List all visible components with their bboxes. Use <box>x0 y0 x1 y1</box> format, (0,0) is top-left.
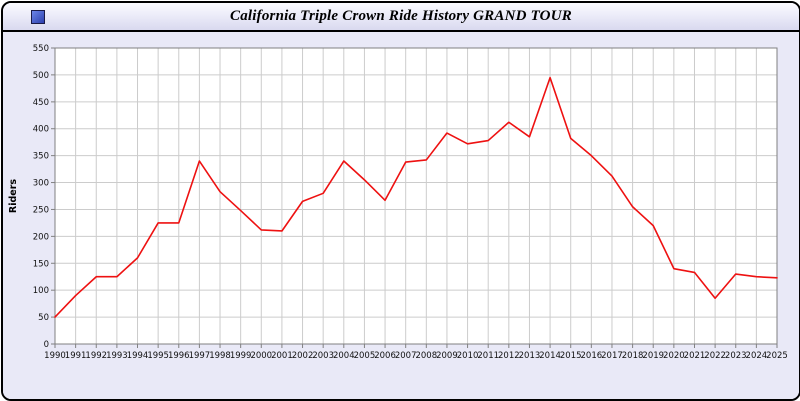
svg-text:1991: 1991 <box>65 351 87 361</box>
svg-text:2000: 2000 <box>250 351 272 361</box>
svg-text:1998: 1998 <box>209 351 231 361</box>
svg-text:2011: 2011 <box>477 351 499 361</box>
svg-text:1994: 1994 <box>127 351 149 361</box>
svg-text:2002: 2002 <box>292 351 314 361</box>
chart-canvas: 0501001502002503003504004505005501990199… <box>8 44 788 361</box>
svg-text:550: 550 <box>33 44 49 54</box>
svg-text:2012: 2012 <box>498 351 520 361</box>
svg-text:2004: 2004 <box>333 351 355 361</box>
svg-text:2018: 2018 <box>622 351 644 361</box>
chart-panel: 0 50 100 150 200 250 300 350 400 450 500 550 1990 199… <box>3 32 799 399</box>
svg-text:1996: 1996 <box>168 351 190 361</box>
page-title: California Triple Crown Ride History GRA… <box>230 8 572 24</box>
svg-text:1992: 1992 <box>85 351 107 361</box>
svg-text:1999: 1999 <box>230 351 252 361</box>
svg-text:2009: 2009 <box>436 351 458 361</box>
svg-text:2023: 2023 <box>725 351 747 361</box>
title-bar: California Triple Crown Ride History GRA… <box>3 3 799 32</box>
svg-text:2021: 2021 <box>684 351 706 361</box>
svg-text:2013: 2013 <box>519 351 541 361</box>
svg-text:100: 100 <box>33 286 49 296</box>
svg-text:2010: 2010 <box>457 351 479 361</box>
svg-text:500: 500 <box>33 71 49 81</box>
svg-text:50: 50 <box>38 313 49 323</box>
svg-text:2005: 2005 <box>354 351 376 361</box>
svg-text:0: 0 <box>44 340 49 350</box>
svg-text:Riders: Riders <box>8 179 19 214</box>
svg-text:1993: 1993 <box>106 351 128 361</box>
svg-text:2003: 2003 <box>312 351 334 361</box>
svg-text:1990: 1990 <box>44 351 66 361</box>
svg-text:2022: 2022 <box>704 351 726 361</box>
svg-text:2016: 2016 <box>581 351 603 361</box>
svg-text:2024: 2024 <box>746 351 768 361</box>
svg-text:400: 400 <box>33 125 49 135</box>
svg-text:2017: 2017 <box>601 351 623 361</box>
svg-text:250: 250 <box>33 205 49 215</box>
svg-text:1995: 1995 <box>147 351 169 361</box>
svg-text:450: 450 <box>33 98 49 108</box>
svg-text:150: 150 <box>33 259 49 269</box>
svg-text:2019: 2019 <box>642 351 664 361</box>
svg-text:2014: 2014 <box>539 351 561 361</box>
svg-text:200: 200 <box>33 232 49 242</box>
svg-text:300: 300 <box>33 179 49 189</box>
svg-text:2015: 2015 <box>560 351 582 361</box>
svg-text:1997: 1997 <box>189 351 211 361</box>
svg-text:2006: 2006 <box>374 351 396 361</box>
svg-text:2008: 2008 <box>415 351 437 361</box>
svg-text:350: 350 <box>33 152 49 162</box>
window-icon <box>31 10 45 24</box>
svg-text:2025: 2025 <box>766 351 788 361</box>
svg-text:2007: 2007 <box>395 351 417 361</box>
svg-text:2001: 2001 <box>271 351 293 361</box>
svg-text:2020: 2020 <box>663 351 685 361</box>
